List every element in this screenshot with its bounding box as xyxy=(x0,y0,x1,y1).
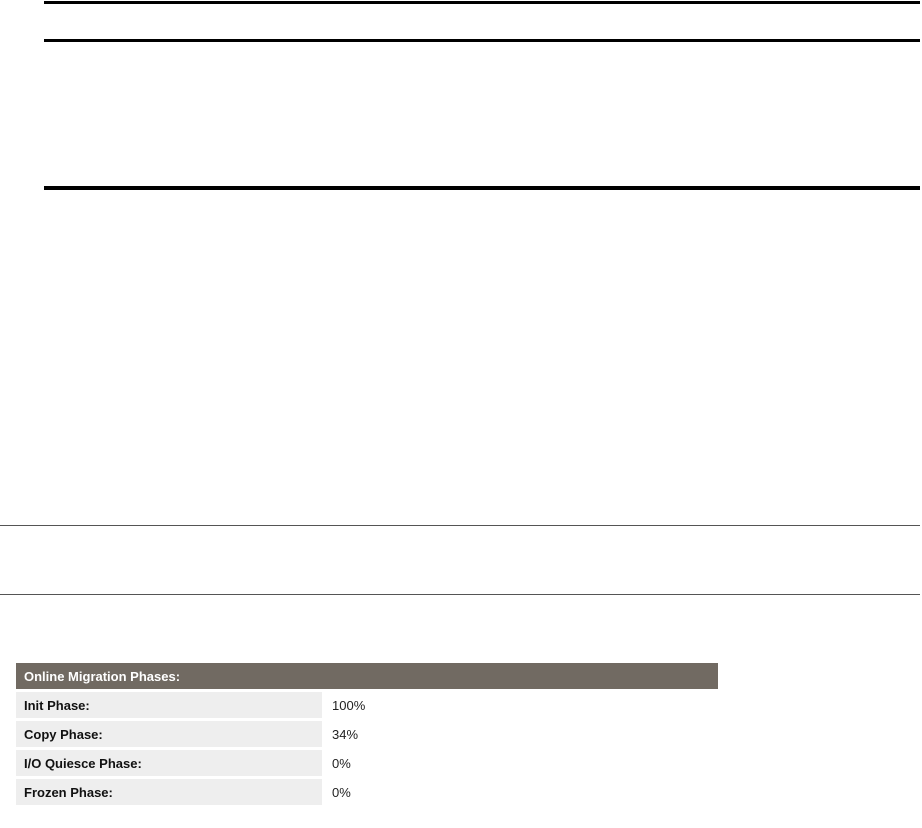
phase-label: Copy Phase: xyxy=(16,721,322,747)
phase-value: 0% xyxy=(332,755,351,771)
divider-thin-2 xyxy=(0,594,920,595)
phase-value: 100% xyxy=(332,697,366,713)
divider-thin-1 xyxy=(0,525,920,526)
table-row: Frozen Phase: 0% xyxy=(16,779,718,805)
table-row: I/O Quiesce Phase: 0% xyxy=(16,750,718,776)
phase-value: 0% xyxy=(332,784,351,800)
phase-label: Init Phase: xyxy=(16,692,322,718)
phase-value: 34% xyxy=(332,726,359,742)
migration-phases-table: Online Migration Phases: Init Phase: 100… xyxy=(16,660,718,808)
table-row: Copy Phase: 34% xyxy=(16,721,718,747)
phase-label: Frozen Phase: xyxy=(16,779,322,805)
divider-third xyxy=(44,186,920,190)
divider-second xyxy=(44,39,920,42)
table-header: Online Migration Phases: xyxy=(16,663,718,689)
table-row: Init Phase: 100% xyxy=(16,692,718,718)
divider-top xyxy=(44,1,920,4)
phase-label: I/O Quiesce Phase: xyxy=(16,750,322,776)
